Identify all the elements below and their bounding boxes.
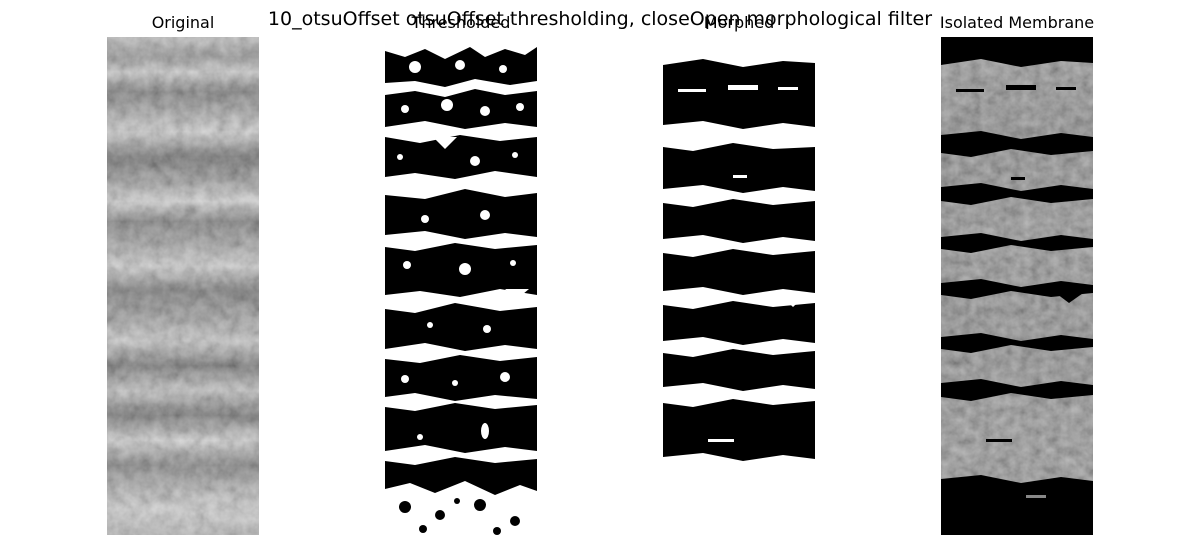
panel-title-isolated: Isolated Membrane bbox=[939, 13, 1095, 32]
panel-title-morphed: Morphed bbox=[703, 13, 775, 32]
isolated-membrane-panel bbox=[941, 37, 1093, 535]
thresholded-image-panel bbox=[385, 37, 537, 535]
panel-title-original: Original bbox=[151, 13, 215, 32]
original-image-panel bbox=[107, 37, 259, 535]
figure-suptitle: 10_otsuOffset otsuOffset thresholding, c… bbox=[267, 8, 933, 30]
panel-title-thresholded: Thresholded bbox=[411, 13, 511, 32]
morphed-image-panel bbox=[663, 37, 815, 479]
